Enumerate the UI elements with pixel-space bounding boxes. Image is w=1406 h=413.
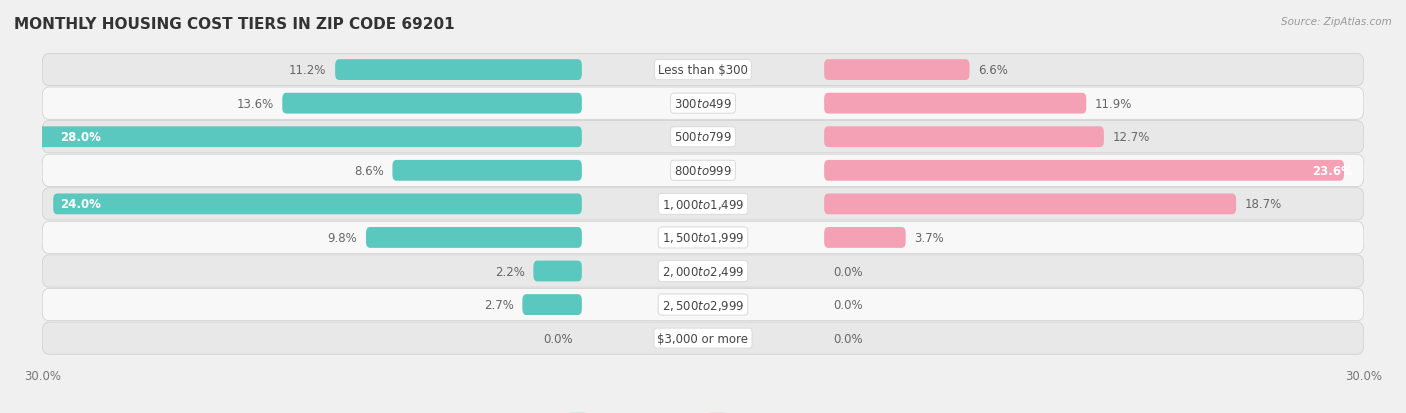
Text: 13.6%: 13.6% <box>236 97 273 110</box>
FancyBboxPatch shape <box>533 261 582 282</box>
Text: 2.7%: 2.7% <box>484 298 513 311</box>
Text: $2,000 to $2,499: $2,000 to $2,499 <box>662 264 744 278</box>
FancyBboxPatch shape <box>283 93 582 114</box>
Text: Source: ZipAtlas.com: Source: ZipAtlas.com <box>1281 17 1392 26</box>
FancyBboxPatch shape <box>42 222 1364 254</box>
Text: 28.0%: 28.0% <box>60 131 101 144</box>
Text: 8.6%: 8.6% <box>354 164 384 177</box>
Text: $300 to $499: $300 to $499 <box>673 97 733 110</box>
Text: $500 to $799: $500 to $799 <box>673 131 733 144</box>
Text: 11.9%: 11.9% <box>1095 97 1132 110</box>
FancyBboxPatch shape <box>42 188 1364 221</box>
FancyBboxPatch shape <box>824 93 1087 114</box>
FancyBboxPatch shape <box>824 161 1344 181</box>
Text: Less than $300: Less than $300 <box>658 64 748 77</box>
Text: 18.7%: 18.7% <box>1244 198 1282 211</box>
FancyBboxPatch shape <box>335 60 582 81</box>
Text: 2.2%: 2.2% <box>495 265 524 278</box>
Text: 0.0%: 0.0% <box>832 265 863 278</box>
FancyBboxPatch shape <box>42 289 1364 321</box>
FancyBboxPatch shape <box>824 228 905 248</box>
Text: $3,000 or more: $3,000 or more <box>658 332 748 345</box>
Text: 24.0%: 24.0% <box>60 198 101 211</box>
Text: 6.6%: 6.6% <box>979 64 1008 77</box>
FancyBboxPatch shape <box>824 60 970 81</box>
Text: 0.0%: 0.0% <box>832 332 863 345</box>
FancyBboxPatch shape <box>392 161 582 181</box>
FancyBboxPatch shape <box>523 294 582 315</box>
Text: $1,500 to $1,999: $1,500 to $1,999 <box>662 231 744 245</box>
FancyBboxPatch shape <box>824 194 1236 215</box>
Text: 0.0%: 0.0% <box>543 332 574 345</box>
Text: MONTHLY HOUSING COST TIERS IN ZIP CODE 69201: MONTHLY HOUSING COST TIERS IN ZIP CODE 6… <box>14 17 454 31</box>
Text: 0.0%: 0.0% <box>832 298 863 311</box>
FancyBboxPatch shape <box>42 155 1364 187</box>
Text: $800 to $999: $800 to $999 <box>673 164 733 177</box>
Text: $1,000 to $1,499: $1,000 to $1,499 <box>662 197 744 211</box>
Text: 12.7%: 12.7% <box>1112 131 1150 144</box>
FancyBboxPatch shape <box>366 228 582 248</box>
FancyBboxPatch shape <box>42 88 1364 120</box>
Text: 9.8%: 9.8% <box>328 231 357 244</box>
Text: 3.7%: 3.7% <box>914 231 945 244</box>
FancyBboxPatch shape <box>824 127 1104 148</box>
Text: 23.6%: 23.6% <box>1312 164 1353 177</box>
Text: 11.2%: 11.2% <box>290 64 326 77</box>
FancyBboxPatch shape <box>42 322 1364 354</box>
FancyBboxPatch shape <box>42 255 1364 287</box>
Text: $2,500 to $2,999: $2,500 to $2,999 <box>662 298 744 312</box>
FancyBboxPatch shape <box>42 55 1364 86</box>
FancyBboxPatch shape <box>53 194 582 215</box>
FancyBboxPatch shape <box>0 127 582 148</box>
FancyBboxPatch shape <box>42 121 1364 154</box>
